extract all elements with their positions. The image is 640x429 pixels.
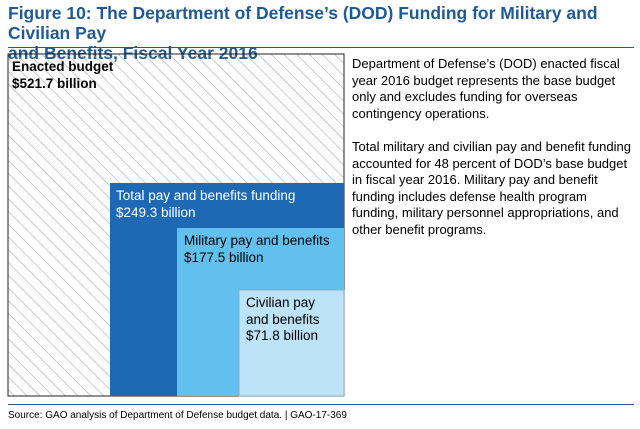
source-divider [8, 404, 634, 405]
pay-benefits-note: Total military and civilian pay and bene… [352, 139, 631, 237]
civilian-pay-benefits-name-1: Civilian pay [246, 295, 316, 310]
source-note: Source: GAO analysis of Department of De… [8, 410, 347, 421]
civilian-pay-benefits-label: Civilian pay and benefits $71.8 billion [246, 295, 336, 345]
total-pay-benefits-label: Total pay and benefits funding $249.3 bi… [116, 188, 295, 221]
civilian-pay-benefits-value: $71.8 billion [246, 328, 319, 343]
civilian-pay-benefits-rect [238, 289, 345, 397]
budget-note: Department of Defense’s (DOD) enacted fi… [352, 56, 620, 121]
civilian-pay-benefits-name-2: and benefits [246, 311, 320, 327]
military-pay-benefits-label: Military pay and benefits $177.5 billion [184, 233, 330, 266]
figure-title-line1: Figure 10: The Department of Defense’s (… [8, 3, 598, 43]
total-pay-benefits-value: $249.3 billion [116, 204, 196, 220]
military-pay-benefits-value: $177.5 billion [184, 249, 264, 265]
total-pay-benefits-name: Total pay and benefits funding [116, 188, 296, 203]
title-divider [8, 47, 634, 48]
military-pay-benefits-name: Military pay and benefits [184, 233, 330, 248]
enacted-budget-label: Enacted budget $521.7 billion [12, 59, 113, 92]
enacted-budget-value: $521.7 billion [12, 75, 97, 91]
enacted-budget-name: Enacted budget [12, 59, 114, 74]
